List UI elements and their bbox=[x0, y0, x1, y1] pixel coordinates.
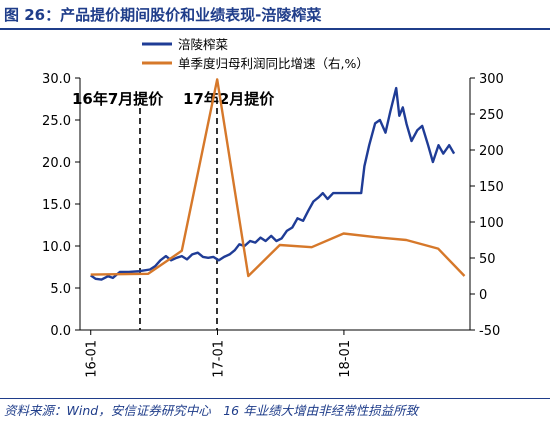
series-line-profit-growth bbox=[90, 78, 466, 278]
legend-label-price: 涪陵榨菜 bbox=[178, 37, 229, 52]
page-title: 图 26：产品提价期间股价和业绩表现-涪陵榨菜 bbox=[4, 6, 322, 24]
title-divider bbox=[0, 28, 550, 30]
legend-label-profit: 单季度归母利润同比增速（右,%） bbox=[178, 56, 369, 71]
annotation-label: 17年2月提价 bbox=[183, 90, 275, 108]
annotation-label: 16年7月提价 bbox=[72, 90, 164, 108]
source-note: 资料来源：Wind，安信证券研究中心 16 年业绩大增由非经常性损益所致 bbox=[4, 403, 419, 418]
chart-annotations: 16年7月提价 17年2月提价 bbox=[72, 90, 275, 330]
chart-lines bbox=[90, 78, 466, 281]
y-right-tick-label: 250 bbox=[479, 108, 504, 123]
y-left-tick-label: 30.0 bbox=[42, 72, 71, 87]
y-right-tick-label: 300 bbox=[479, 72, 504, 87]
y-right-tick-label: 50 bbox=[479, 252, 496, 267]
x-tick-label: 16-01 bbox=[85, 340, 100, 378]
chart-ticks: 0.0 5.0 10.0 15.0 20.0 25.0 30.0 -50 0 50 100 150 20… bbox=[42, 72, 504, 378]
source-divider bbox=[0, 398, 550, 399]
chart-legend: 涪陵榨菜 单季度归母利润同比增速（右,%） bbox=[142, 37, 369, 71]
x-tick-label: 18-01 bbox=[338, 340, 353, 378]
y-left-tick-label: 0.0 bbox=[50, 324, 71, 339]
y-right-tick-label: 0 bbox=[479, 288, 487, 303]
x-tick-label: 17-01 bbox=[212, 340, 227, 378]
y-left-tick-label: 15.0 bbox=[42, 198, 71, 213]
y-right-tick-label: 200 bbox=[479, 144, 504, 159]
y-left-tick-label: 20.0 bbox=[42, 156, 71, 171]
y-left-tick-label: 5.0 bbox=[50, 282, 71, 297]
chart: 0.0 5.0 10.0 15.0 20.0 25.0 30.0 -50 0 50 100 150 20… bbox=[42, 37, 504, 378]
y-right-tick-label: -50 bbox=[479, 324, 500, 339]
chart-axes bbox=[79, 78, 471, 331]
series-line-price bbox=[90, 86, 456, 281]
y-right-tick-label: 100 bbox=[479, 216, 504, 231]
y-left-tick-label: 25.0 bbox=[42, 114, 71, 129]
y-right-tick-label: 150 bbox=[479, 180, 504, 195]
y-left-tick-label: 10.0 bbox=[42, 240, 71, 255]
